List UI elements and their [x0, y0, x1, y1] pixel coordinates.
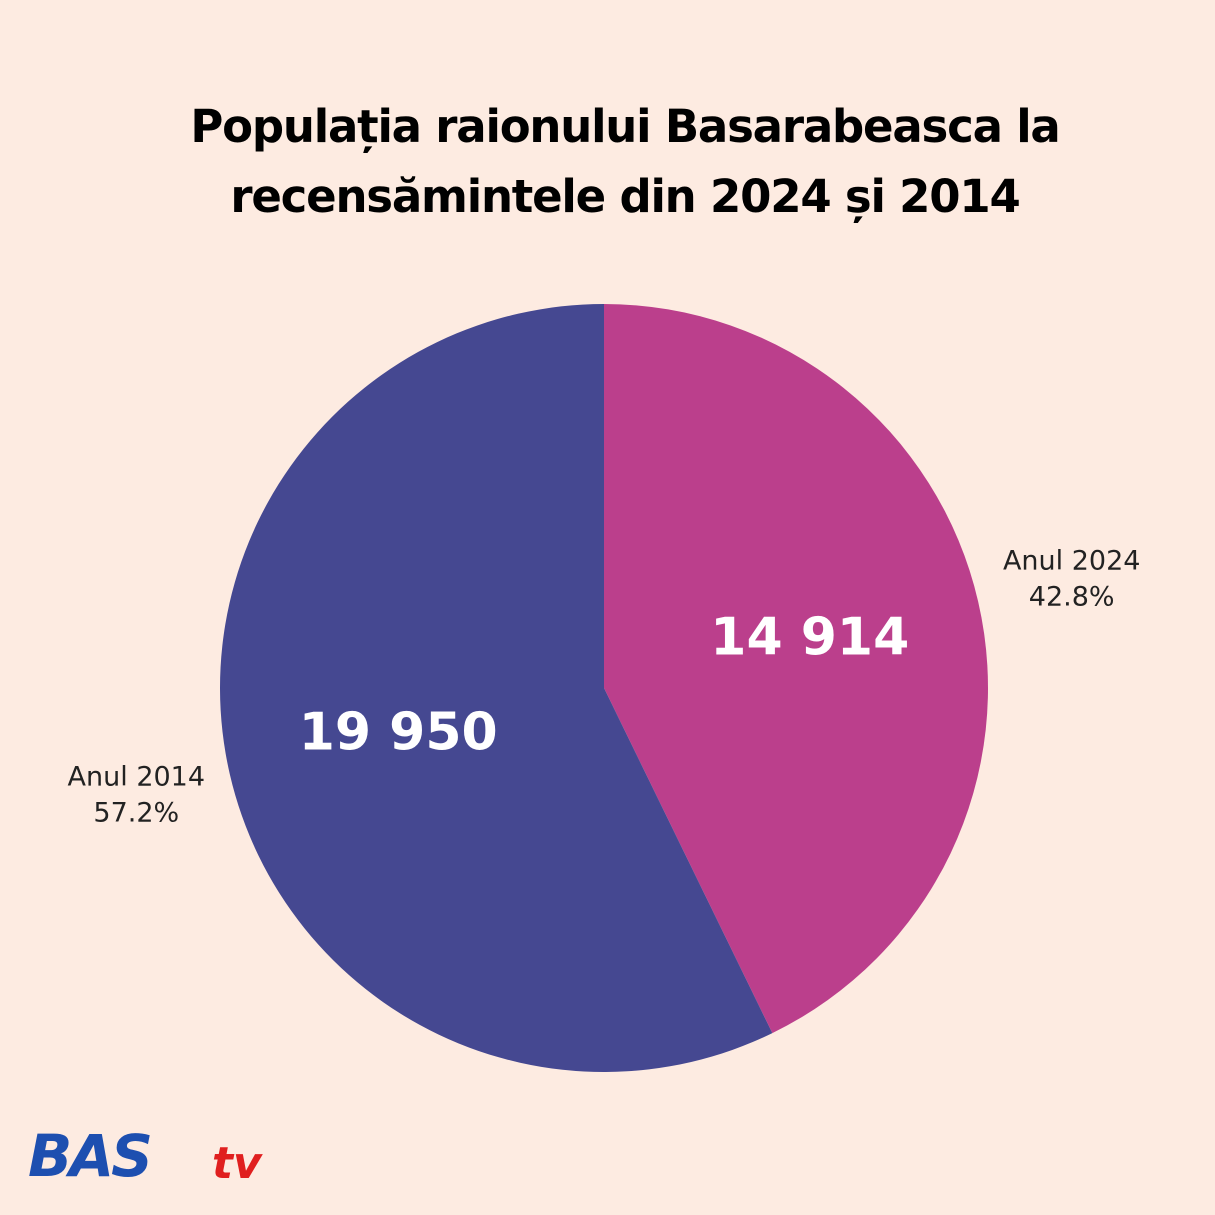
chart-title: Populația raionului Basarabeasca la — [190, 100, 1059, 153]
chart-title: recensămintele din 2024 și 2014 — [230, 170, 1019, 223]
value-label: 19 950 — [299, 703, 498, 763]
value-label: 14 914 — [710, 607, 909, 667]
percent-label: 42.8% — [1029, 582, 1115, 613]
category-label: Anul 2024 — [1003, 546, 1141, 577]
percent-label: 57.2% — [93, 797, 179, 828]
category-label: Anul 2014 — [68, 761, 206, 792]
logo-main: BAS — [28, 1122, 150, 1190]
logo-suffix: tv — [212, 1138, 263, 1189]
pie-slice — [220, 304, 773, 1072]
pie-slice — [604, 304, 988, 1034]
logo: BAS tv — [28, 1122, 263, 1190]
